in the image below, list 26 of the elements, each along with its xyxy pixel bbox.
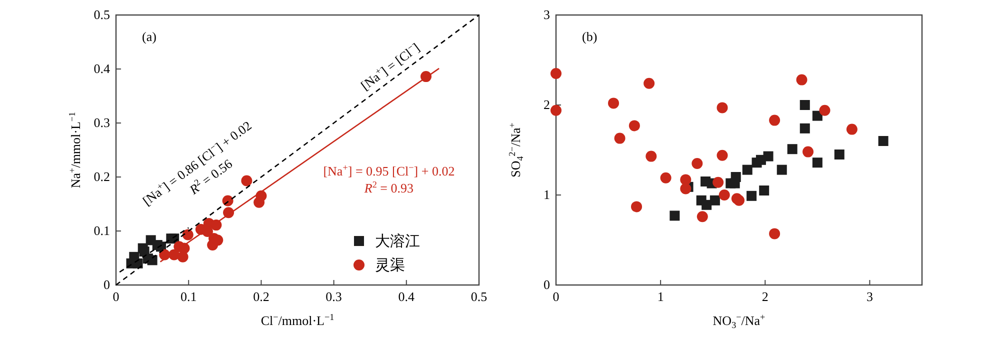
y-tick-label: 0.3 xyxy=(94,115,110,130)
x-axis-title: Cl$^{−}$/mmol·L$^{−1}$ xyxy=(260,312,334,328)
y-tick-label: 0.2 xyxy=(94,169,110,184)
y-tick-label: 0.5 xyxy=(94,7,110,22)
x-tick-label: 0.1 xyxy=(180,289,197,304)
y-tick-label: 3 xyxy=(544,7,550,22)
x-tick-label: 2 xyxy=(762,289,768,304)
x-tick-label: 0.5 xyxy=(470,289,488,304)
legend-label: 灵渠 xyxy=(375,257,405,274)
text: (a) xyxy=(142,29,156,44)
y-tick-label: 0.1 xyxy=(94,223,110,238)
y-tick-label: 0.4 xyxy=(94,61,110,76)
annotation: R$^{2}$ = 0.93 xyxy=(363,179,414,196)
x-tick-label: 0.2 xyxy=(253,289,270,304)
y-tick-label: 0 xyxy=(104,277,110,292)
y-tick-label: 0 xyxy=(544,277,550,292)
text: (b) xyxy=(582,29,598,44)
x-tick-label: 0.4 xyxy=(398,289,416,304)
y-tick-label: 1 xyxy=(544,187,550,202)
x-axis-title: NO$_{3}$$^{−}$/Na$^{+}$ xyxy=(712,312,766,330)
annotation: [Na$^{+}$] = 0.95 [Cl$^{−}$] + 0.02 xyxy=(323,162,455,179)
x-tick-label: 0.3 xyxy=(326,289,342,304)
y-tick-label: 2 xyxy=(544,97,550,112)
x-tick-label: 1 xyxy=(657,289,664,304)
x-tick-label: 3 xyxy=(866,289,873,304)
legend-label: 大溶江 xyxy=(375,233,420,250)
